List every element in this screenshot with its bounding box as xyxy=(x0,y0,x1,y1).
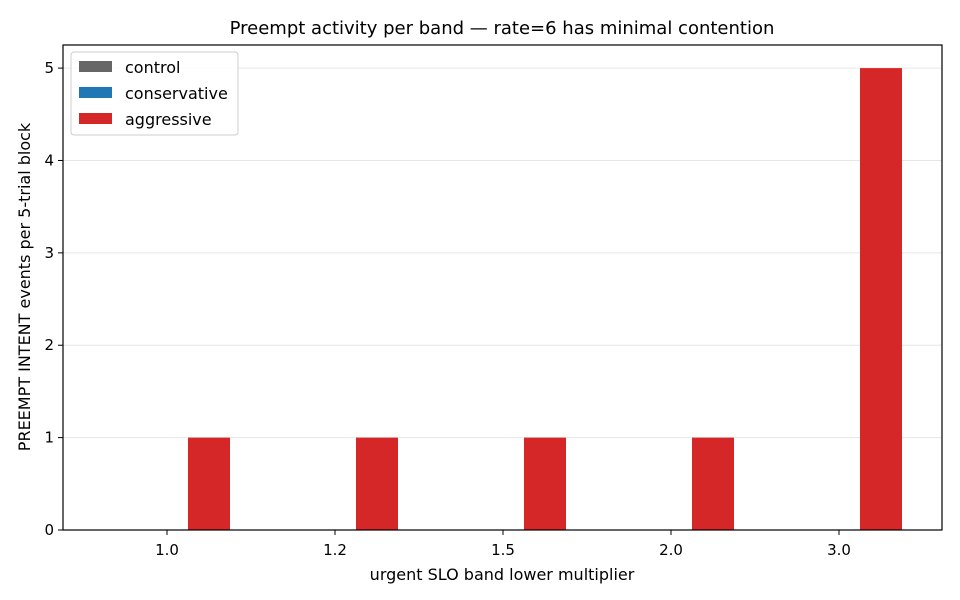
x-tick-label: 3.0 xyxy=(827,541,851,559)
y-tick-label: 5 xyxy=(44,59,54,77)
chart-title: Preempt activity per band — rate=6 has m… xyxy=(230,18,775,39)
bar-aggressive-1.5 xyxy=(524,437,566,530)
x-tick-label: 1.5 xyxy=(491,541,515,559)
y-tick-label: 4 xyxy=(44,151,54,169)
legend-label-control: control xyxy=(125,58,180,77)
y-axis-label: PREEMPT INTENT events per 5-trial block xyxy=(15,122,34,451)
y-tick-label: 0 xyxy=(44,521,54,539)
y-tick-label: 3 xyxy=(44,244,54,262)
y-tick-label: 2 xyxy=(44,336,54,354)
legend: control conservative aggressive xyxy=(70,51,239,136)
bars xyxy=(188,68,902,530)
legend-label-aggressive: aggressive xyxy=(125,110,212,129)
legend-frame xyxy=(70,51,239,136)
bar-aggressive-1.0 xyxy=(188,437,230,530)
legend-label-conservative: conservative xyxy=(125,84,228,103)
bar-aggressive-3.0 xyxy=(860,68,902,530)
x-axis-label: urgent SLO band lower multiplier xyxy=(370,565,635,584)
legend-swatch-conservative xyxy=(79,87,112,98)
x-tick-label: 1.2 xyxy=(323,541,347,559)
bar-aggressive-1.2 xyxy=(356,437,398,530)
y-axis-ticks: 0 1 2 3 4 5 xyxy=(44,59,63,539)
legend-swatch-control xyxy=(79,61,112,72)
y-tick-label: 1 xyxy=(44,429,54,447)
x-axis-ticks: 1.0 1.2 1.5 2.0 3.0 xyxy=(155,530,851,559)
legend-swatch-aggressive xyxy=(79,113,112,124)
bar-aggressive-2.0 xyxy=(692,437,734,530)
x-tick-label: 2.0 xyxy=(659,541,683,559)
x-tick-label: 1.0 xyxy=(155,541,179,559)
